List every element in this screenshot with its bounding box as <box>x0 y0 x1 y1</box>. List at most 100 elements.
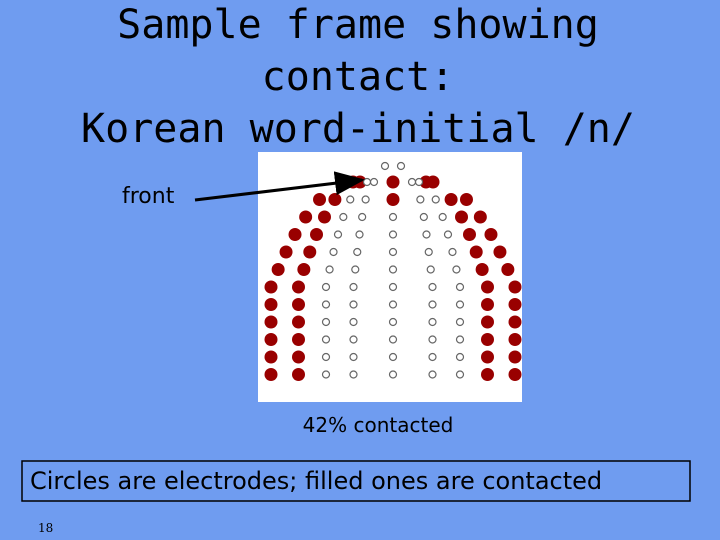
electrode <box>339 212 348 222</box>
electrode <box>388 370 398 379</box>
electrode <box>443 230 453 239</box>
electrode-contacted <box>313 193 327 206</box>
electrode-contacted <box>501 263 515 276</box>
electrode-contacted <box>292 368 305 381</box>
electrode-contacted <box>288 228 302 241</box>
electrode-contacted <box>462 228 476 241</box>
electrode <box>419 212 428 222</box>
electrode <box>388 265 398 274</box>
electrode-contacted <box>292 315 305 329</box>
electrode-contacted <box>292 298 305 311</box>
electrode <box>388 212 398 222</box>
electrode-contacted <box>508 280 522 294</box>
electrode-contacted <box>264 298 278 311</box>
electrode-contacted <box>508 333 522 346</box>
electrode <box>455 300 465 309</box>
electrode <box>424 247 433 257</box>
electrode <box>349 282 358 292</box>
electrode-contacted <box>303 245 317 259</box>
electrode <box>431 195 440 204</box>
electrode <box>455 352 465 362</box>
electrode <box>369 177 379 187</box>
electrode <box>349 317 358 327</box>
electrode-contacted <box>508 368 522 381</box>
electrode-contacted <box>469 245 483 259</box>
electrode <box>428 317 437 327</box>
electrode <box>349 352 358 362</box>
title-line: Korean word-initial /n/ <box>81 106 635 152</box>
electrode <box>321 282 331 292</box>
electrode <box>388 317 398 327</box>
electrode <box>455 282 465 292</box>
electrode-contacted <box>310 228 324 241</box>
electrode-contacted <box>444 193 458 206</box>
electrode-contacted <box>292 333 305 346</box>
electrode-contacted <box>279 245 293 259</box>
electrode <box>428 300 437 309</box>
electrode <box>358 212 367 222</box>
electrode-contacted <box>475 263 489 276</box>
electrode <box>388 352 398 362</box>
electrode <box>448 247 457 257</box>
title-line: contact: <box>262 54 455 100</box>
electrode <box>416 195 425 204</box>
electrode <box>455 370 465 379</box>
electrode-contacted <box>481 368 494 381</box>
electrode-grid <box>264 161 522 381</box>
electrode <box>388 300 398 309</box>
electrode <box>329 247 338 257</box>
electrode-contacted <box>481 280 494 294</box>
electrode <box>388 282 398 292</box>
electrode <box>321 370 331 379</box>
electrode <box>455 317 465 327</box>
electrode <box>455 335 465 344</box>
electrode <box>428 282 437 292</box>
electrode-contacted <box>264 333 278 346</box>
electrode-contacted <box>264 368 278 381</box>
note: Circles are electrodes; filled ones are … <box>30 467 602 495</box>
electrode <box>452 265 461 274</box>
electrode-contacted <box>508 350 522 364</box>
electrode <box>321 335 331 344</box>
electrode-contacted <box>264 280 278 294</box>
electrode-contacted <box>459 193 473 206</box>
electrode-contacted <box>508 298 522 311</box>
electrode-contacted <box>328 193 342 206</box>
page-number: 18 <box>38 521 53 535</box>
electrode <box>361 195 370 204</box>
electrode <box>321 352 331 362</box>
electrode <box>428 335 437 344</box>
electrode <box>346 195 355 204</box>
electrode-contacted <box>481 315 494 329</box>
electrode-contacted <box>508 315 522 329</box>
electrode <box>426 265 435 274</box>
electrode <box>349 370 358 379</box>
electrode-contacted <box>297 263 311 276</box>
electrode-contacted <box>493 245 507 259</box>
electrode <box>351 265 360 274</box>
electrode <box>380 161 390 171</box>
electrode-contacted <box>484 228 498 241</box>
electrode <box>422 230 431 239</box>
electrode-contacted <box>386 175 400 189</box>
electrode <box>407 177 417 187</box>
electrode <box>388 230 398 239</box>
electrode-contacted <box>481 350 494 364</box>
figure-caption: 42% contacted <box>303 413 454 437</box>
electrode <box>321 317 331 327</box>
electrode-contacted <box>419 175 433 189</box>
electrode <box>438 212 447 222</box>
title-line: Sample frame showing <box>117 2 599 48</box>
electrode-contacted <box>264 315 278 329</box>
electrode-contacted <box>481 333 494 346</box>
electrode-contacted <box>481 298 494 311</box>
electrode-contacted <box>455 210 469 224</box>
electrode-contacted <box>299 210 313 224</box>
electrode-contacted <box>264 350 278 364</box>
electrode-contacted <box>292 350 305 364</box>
electrode-contacted <box>271 263 285 276</box>
note-box <box>21 460 691 502</box>
arrow <box>194 171 365 202</box>
electrode <box>428 370 437 379</box>
